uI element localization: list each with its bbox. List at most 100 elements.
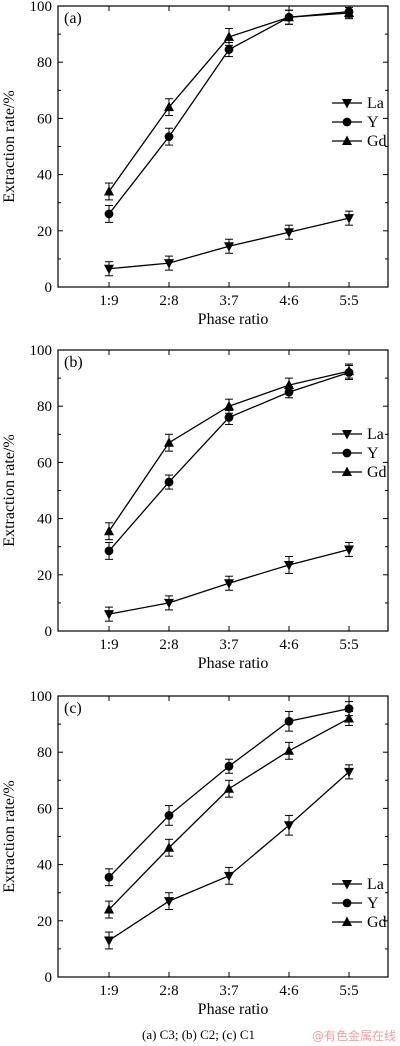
y-tick-label: 0 xyxy=(45,624,53,640)
data-point xyxy=(164,842,174,852)
data-point xyxy=(224,400,234,411)
data-point xyxy=(104,610,114,620)
data-point xyxy=(224,45,234,54)
legend: La Y Gd xyxy=(332,426,387,481)
legend-label: Gd xyxy=(367,464,387,481)
data-point xyxy=(164,477,174,487)
x-tick-label: 2:8 xyxy=(159,293,178,309)
legend-marker xyxy=(342,448,352,458)
legend-label: Y xyxy=(367,445,379,462)
data-point xyxy=(104,904,114,914)
y-tick-label: 80 xyxy=(37,745,52,761)
legend: La Y Gd xyxy=(332,876,387,931)
legend-label: Y xyxy=(367,114,379,131)
legend-label: Y xyxy=(367,895,379,912)
data-point xyxy=(164,598,174,609)
data-point xyxy=(164,132,174,142)
y-tick-label: 60 xyxy=(37,801,52,817)
legend-marker xyxy=(342,99,352,109)
caption-text: (a) C3; (b) C2; (c) C1 xyxy=(142,1027,256,1042)
data-point xyxy=(284,745,294,755)
data-point xyxy=(284,716,294,726)
data-point xyxy=(104,546,114,556)
series-gd xyxy=(104,363,354,541)
plot-frame xyxy=(57,5,389,288)
x-tick-label: 1:9 xyxy=(99,637,118,653)
x-tick-label: 1:9 xyxy=(99,983,118,999)
figure-caption: (a) C3; (b) C2; (c) C1 @有色金属在线 xyxy=(0,1027,400,1046)
series-gd xyxy=(104,6,354,201)
series-line xyxy=(108,370,350,532)
legend-label: La xyxy=(367,95,384,112)
plot-frame xyxy=(57,695,389,978)
y-tick-label: 100 xyxy=(30,0,53,15)
series-gd xyxy=(104,710,354,919)
series-y xyxy=(104,701,354,887)
data-point xyxy=(344,545,354,556)
data-point xyxy=(344,7,354,18)
data-point xyxy=(104,872,114,882)
y-tick-label: 60 xyxy=(37,455,52,471)
legend-label: La xyxy=(367,426,384,443)
data-point xyxy=(284,228,294,238)
y-tick-label: 20 xyxy=(37,914,52,930)
data-point xyxy=(104,185,114,196)
y-tick-label: 80 xyxy=(37,399,52,415)
legend-label: Gd xyxy=(367,914,387,931)
x-tick-label: 5:5 xyxy=(339,293,358,309)
plot-frame xyxy=(57,349,389,632)
data-point xyxy=(224,783,234,793)
data-point xyxy=(224,761,234,771)
data-point xyxy=(104,264,114,275)
y-tick-label: 100 xyxy=(30,689,53,705)
chart-panel-1: 0 20 40 60 80 100 1:9 2:8 3:7 4:6 5:5 Phase ratio Ex… xyxy=(1,0,389,328)
y-tick-label: 40 xyxy=(37,858,52,874)
panel-label: (a) xyxy=(64,10,82,27)
x-tick-label: 3:7 xyxy=(219,983,239,999)
data-point xyxy=(164,259,174,269)
y-tick-label: 0 xyxy=(45,280,53,296)
series-la xyxy=(104,764,354,950)
legend: La Y Gd xyxy=(332,95,387,150)
y-tick-label: 80 xyxy=(37,55,52,71)
data-point xyxy=(284,11,294,22)
x-axis-title: Phase ratio xyxy=(198,1001,269,1018)
legend-marker xyxy=(342,916,352,926)
data-point xyxy=(224,242,234,252)
data-point xyxy=(104,525,114,536)
data-point xyxy=(224,579,234,589)
legend-marker xyxy=(342,466,352,476)
data-point xyxy=(284,821,294,831)
x-tick-label: 5:5 xyxy=(339,637,358,653)
data-point xyxy=(284,379,294,390)
panel-label: (c) xyxy=(64,700,82,717)
data-point xyxy=(344,214,354,224)
x-axis-title: Phase ratio xyxy=(198,655,269,672)
data-point xyxy=(164,811,174,820)
data-point xyxy=(104,209,114,219)
data-point xyxy=(224,871,234,882)
x-tick-label: 3:7 xyxy=(219,293,239,309)
x-tick-label: 5:5 xyxy=(339,983,358,999)
y-axis-title: Extraction rate/% xyxy=(1,780,18,892)
y-tick-label: 20 xyxy=(37,568,52,584)
data-point xyxy=(224,413,234,422)
legend-marker xyxy=(342,430,352,440)
series-la xyxy=(104,210,354,277)
y-axis-title: Extraction rate/% xyxy=(1,434,18,546)
x-axis-title: Phase ratio xyxy=(198,311,269,328)
y-tick-label: 0 xyxy=(45,970,53,986)
data-point xyxy=(164,897,174,907)
y-tick-label: 40 xyxy=(37,512,52,528)
legend-marker xyxy=(342,898,352,908)
data-point xyxy=(344,365,354,376)
data-point xyxy=(104,936,114,946)
data-point xyxy=(284,560,294,571)
y-axis-title: Extraction rate/% xyxy=(1,90,18,202)
x-tick-label: 4:6 xyxy=(279,293,299,309)
legend-marker xyxy=(342,880,352,890)
x-tick-label: 4:6 xyxy=(279,983,299,999)
legend-marker xyxy=(342,117,352,127)
panel-label: (b) xyxy=(64,354,83,371)
